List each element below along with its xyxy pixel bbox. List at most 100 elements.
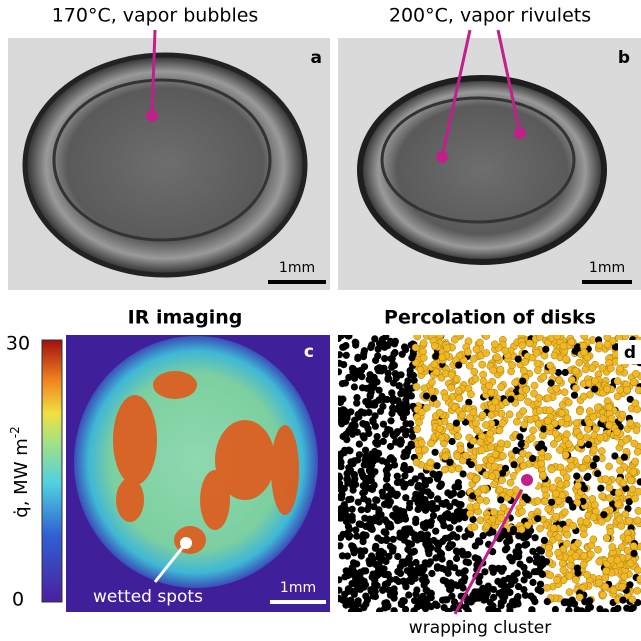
disk bbox=[335, 576, 342, 583]
disk bbox=[489, 404, 496, 411]
disk bbox=[475, 465, 482, 472]
disk bbox=[438, 434, 445, 441]
disk bbox=[336, 351, 343, 358]
disk bbox=[474, 489, 481, 496]
disk bbox=[629, 596, 636, 603]
disk bbox=[583, 519, 590, 526]
disk bbox=[498, 384, 505, 391]
disk bbox=[472, 375, 479, 382]
colorbar-label: q̇, MW m-2 bbox=[8, 426, 33, 517]
disk bbox=[538, 460, 545, 467]
disk bbox=[499, 420, 506, 427]
disk bbox=[352, 526, 359, 533]
leader-dot bbox=[521, 474, 533, 486]
disk bbox=[635, 488, 641, 495]
disk bbox=[634, 406, 641, 413]
disk bbox=[428, 570, 435, 577]
disk bbox=[617, 386, 624, 393]
disk bbox=[547, 572, 554, 579]
annotation: wetted spots bbox=[93, 587, 203, 607]
disk bbox=[400, 453, 407, 460]
disk bbox=[520, 586, 527, 593]
disk bbox=[543, 584, 550, 591]
disk bbox=[440, 522, 447, 529]
disk bbox=[606, 422, 613, 429]
disk bbox=[371, 589, 378, 596]
disk bbox=[534, 515, 541, 522]
disk bbox=[427, 440, 434, 447]
caption: 170°C, vapor bubbles bbox=[52, 5, 259, 27]
disk bbox=[373, 497, 380, 504]
disk bbox=[566, 600, 573, 607]
disk bbox=[537, 563, 544, 570]
disk bbox=[509, 598, 516, 605]
disk bbox=[430, 537, 437, 544]
disk bbox=[376, 570, 383, 577]
disk bbox=[529, 579, 536, 586]
disk bbox=[633, 427, 640, 434]
disk bbox=[574, 570, 581, 577]
disk bbox=[402, 606, 409, 613]
hot-spot bbox=[200, 470, 230, 530]
disk bbox=[476, 339, 483, 346]
disk bbox=[478, 447, 485, 454]
disk bbox=[518, 441, 525, 448]
disk bbox=[447, 543, 454, 550]
disk bbox=[342, 597, 349, 604]
disk bbox=[363, 385, 370, 392]
droplet bbox=[360, 78, 604, 262]
disk bbox=[453, 375, 460, 382]
disk bbox=[522, 358, 529, 365]
disk bbox=[346, 468, 353, 475]
disk bbox=[391, 349, 398, 356]
disk bbox=[602, 574, 609, 581]
disk bbox=[577, 439, 584, 446]
disk bbox=[480, 371, 487, 378]
disk bbox=[357, 521, 364, 528]
hot-spot bbox=[153, 371, 197, 399]
disk bbox=[598, 448, 605, 455]
disk bbox=[444, 345, 451, 352]
disk bbox=[553, 385, 560, 392]
disk bbox=[400, 406, 407, 413]
disk bbox=[421, 496, 428, 503]
disk bbox=[422, 598, 429, 605]
disk bbox=[573, 419, 580, 426]
disk bbox=[397, 371, 404, 378]
disk bbox=[491, 481, 498, 488]
disk bbox=[336, 453, 343, 460]
disk bbox=[498, 477, 505, 484]
disk bbox=[508, 557, 515, 564]
disk bbox=[600, 415, 607, 422]
disk bbox=[365, 399, 372, 406]
disk bbox=[453, 555, 460, 562]
disk bbox=[443, 596, 450, 603]
disk bbox=[546, 407, 553, 414]
disk bbox=[367, 393, 374, 400]
disk bbox=[455, 362, 462, 369]
disk bbox=[533, 553, 540, 560]
disk bbox=[367, 344, 374, 351]
disk bbox=[523, 386, 530, 393]
disk bbox=[399, 426, 406, 433]
disk bbox=[445, 581, 452, 588]
disk bbox=[600, 591, 607, 598]
disk bbox=[426, 543, 433, 550]
disk bbox=[497, 440, 504, 447]
disk bbox=[558, 409, 565, 416]
disk bbox=[591, 378, 598, 385]
disk bbox=[488, 444, 495, 451]
disk bbox=[369, 486, 376, 493]
disk bbox=[467, 391, 474, 398]
disk bbox=[374, 352, 381, 359]
disk bbox=[390, 456, 397, 463]
disk bbox=[535, 420, 542, 427]
disk bbox=[378, 537, 385, 544]
disk bbox=[433, 369, 440, 376]
disk bbox=[627, 477, 634, 484]
disk bbox=[614, 393, 621, 400]
disk bbox=[630, 543, 637, 550]
disk bbox=[378, 548, 385, 555]
disk bbox=[422, 481, 429, 488]
disk bbox=[499, 452, 506, 459]
